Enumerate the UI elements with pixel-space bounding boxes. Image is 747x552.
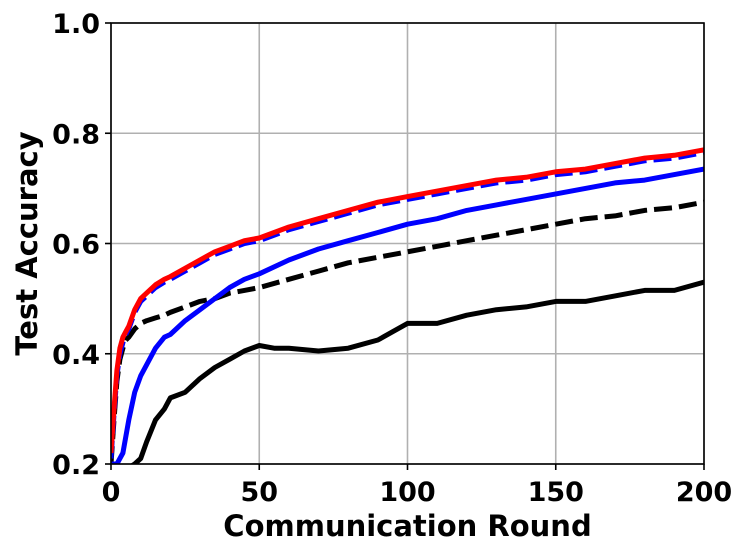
y-tick-label: 0.8 [52,119,100,150]
series-line-4 [129,279,704,464]
series-line-3 [111,199,704,464]
series-line-0 [111,147,704,454]
x-tick-label: 50 [240,477,278,508]
x-axis-label: Communication Round [223,509,591,543]
y-axis-label: Test Accuracy [10,131,44,355]
series-line-2 [111,166,704,464]
y-tick-label: 0.6 [52,230,100,261]
grid-lines [110,22,705,465]
y-tick-label: 1.0 [52,9,100,40]
series-lines [111,147,704,464]
x-tick-label: 150 [528,477,584,508]
x-tick-label: 0 [102,477,121,508]
y-tick-label: 0.2 [52,450,100,481]
x-tick-label: 100 [379,477,435,508]
x-tick-label: 200 [676,477,732,508]
tick-labels: 0 50 100 150 200 0.2 0.4 0.6 0.8 1.0 [52,9,732,508]
y-tick-label: 0.4 [52,340,100,371]
